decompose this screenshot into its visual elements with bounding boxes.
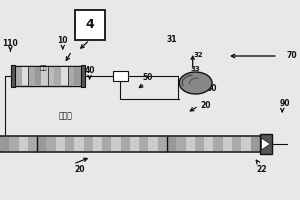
Text: 分析柱: 分析柱 xyxy=(59,111,73,120)
Bar xyxy=(75,10,104,40)
Bar xyxy=(28,67,34,85)
Bar xyxy=(22,67,28,85)
Bar xyxy=(167,137,176,151)
Text: 20: 20 xyxy=(74,165,84,174)
Text: 50: 50 xyxy=(143,73,153,82)
Bar xyxy=(250,137,260,151)
Text: 20: 20 xyxy=(200,100,211,110)
Bar xyxy=(241,137,250,151)
Bar xyxy=(19,137,28,151)
Bar xyxy=(54,67,61,85)
Bar xyxy=(81,65,85,87)
Bar xyxy=(213,137,223,151)
Text: 110: 110 xyxy=(3,39,18,48)
Bar xyxy=(15,67,22,85)
Bar xyxy=(232,137,241,151)
Bar xyxy=(83,137,93,151)
Bar xyxy=(56,137,65,151)
Text: 4: 4 xyxy=(85,19,94,31)
Bar xyxy=(195,137,204,151)
Bar xyxy=(0,136,260,152)
Text: 11: 11 xyxy=(71,69,81,78)
Bar xyxy=(102,137,111,151)
Bar xyxy=(0,137,9,151)
Bar xyxy=(65,137,74,151)
Bar xyxy=(74,67,81,85)
Bar xyxy=(68,67,74,85)
Bar xyxy=(28,137,37,151)
Text: 30: 30 xyxy=(206,84,217,93)
Bar xyxy=(139,137,148,151)
Bar xyxy=(148,137,158,151)
Bar xyxy=(61,67,68,85)
Polygon shape xyxy=(261,138,270,150)
Text: 40: 40 xyxy=(84,66,95,75)
Text: 捕集: 捕集 xyxy=(40,65,47,71)
Text: 10: 10 xyxy=(58,36,68,45)
Bar xyxy=(74,137,83,151)
Bar xyxy=(111,137,121,151)
Text: 32: 32 xyxy=(194,52,203,58)
Text: 90: 90 xyxy=(279,99,290,108)
Text: 33: 33 xyxy=(191,66,200,72)
Bar xyxy=(37,137,46,151)
Bar xyxy=(15,66,81,86)
Bar xyxy=(41,67,48,85)
Bar xyxy=(93,137,102,151)
Bar xyxy=(34,67,41,85)
Bar xyxy=(204,137,213,151)
Bar xyxy=(260,134,272,154)
Bar xyxy=(46,137,56,151)
Bar xyxy=(9,137,19,151)
Bar xyxy=(11,65,15,87)
Text: 22: 22 xyxy=(256,165,267,174)
Text: 11: 11 xyxy=(11,69,22,78)
Bar xyxy=(223,137,232,151)
Bar xyxy=(113,71,128,81)
Bar xyxy=(121,137,130,151)
Bar xyxy=(48,67,54,85)
Bar xyxy=(176,137,186,151)
Bar xyxy=(158,137,167,151)
Bar xyxy=(130,137,139,151)
Text: 31: 31 xyxy=(167,35,177,44)
Bar xyxy=(186,137,195,151)
Text: 70: 70 xyxy=(287,51,297,60)
Circle shape xyxy=(179,72,212,94)
